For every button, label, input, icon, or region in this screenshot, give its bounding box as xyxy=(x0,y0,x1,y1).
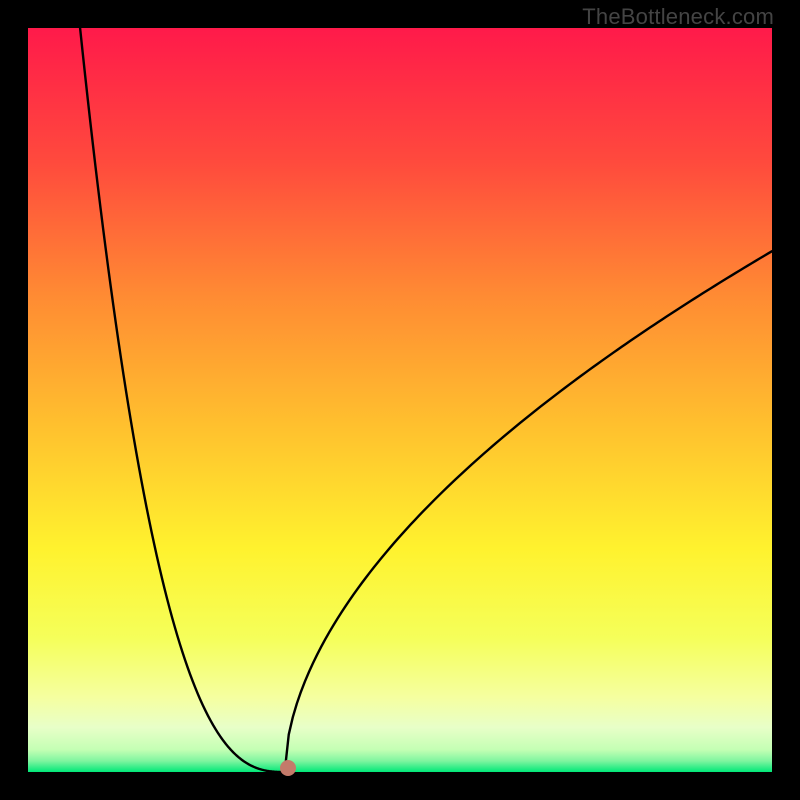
bottleneck-curve xyxy=(28,28,772,772)
chart-frame: TheBottleneck.com xyxy=(0,0,800,800)
optimal-point-marker xyxy=(280,760,296,776)
bottleneck-curve-path xyxy=(80,28,772,772)
plot-area xyxy=(28,28,772,772)
watermark-text: TheBottleneck.com xyxy=(582,4,774,30)
